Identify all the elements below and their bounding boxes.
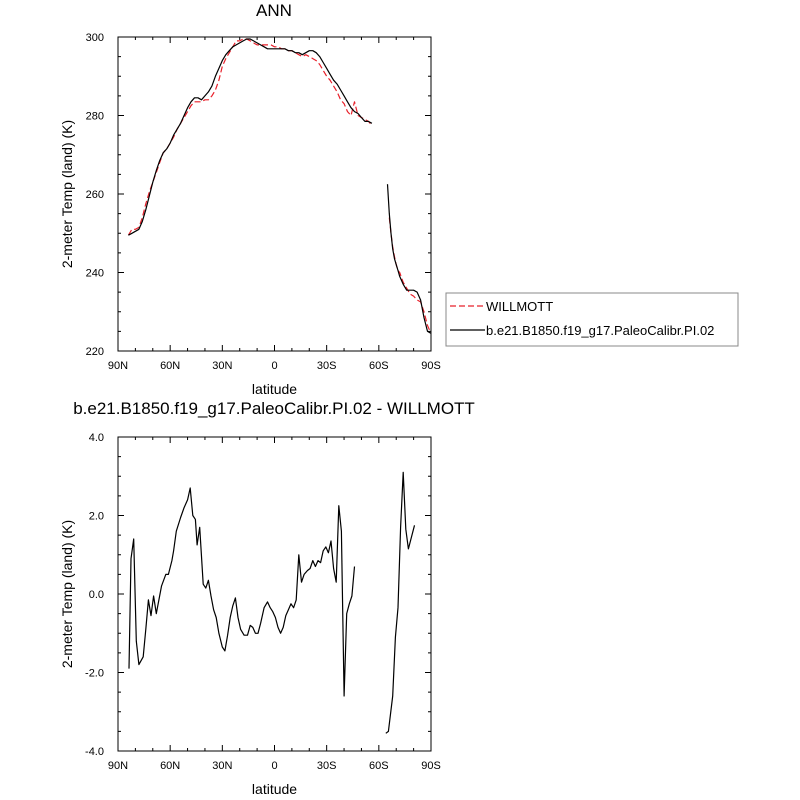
series-group: [127, 38, 432, 334]
legend: WILLMOTT b.e21.B1850.f19_g17.PaleoCalibr…: [445, 292, 739, 347]
temperature-panel: ANN 90N 60N 30N 0 30S 60S 90S 220240260280300 …: [59, 1, 739, 397]
series-line-0-segment-0: [127, 38, 373, 236]
chart-title: ANN: [256, 1, 292, 20]
y-axis-ticks: 220 240 260 280 300: [86, 32, 431, 358]
y-tick-label: 220: [86, 346, 104, 358]
x-tick-label: 90S: [421, 360, 441, 372]
x-tick-label: 60S: [369, 360, 389, 372]
x-tick-label: 0: [271, 760, 277, 772]
difference-panel: b.e21.B1850.f19_g17.PaleoCalibr.PI.02 - …: [59, 399, 475, 797]
x-tick-label: 60S: [369, 760, 389, 772]
x-tick-label: 30N: [212, 360, 232, 372]
legend-box: [445, 292, 739, 347]
y-tick-label: 260: [86, 189, 104, 201]
plot-frame: [117, 36, 432, 352]
series-line-0-segment-1: [388, 217, 432, 334]
x-tick-label: 90N: [108, 360, 128, 372]
legend-label-willmott: WILLMOTT: [486, 299, 553, 314]
chart-title: b.e21.B1850.f19_g17.PaleoCalibr.PI.02 - …: [73, 399, 475, 418]
series-line-0-segment-0: [128, 487, 356, 697]
x-axis-ticks: 90N 60N 30N 0 30S 60S 90S: [108, 437, 441, 772]
y-tick-label: 280: [86, 111, 104, 123]
plot-frame: [117, 436, 432, 752]
x-tick-label: 30S: [317, 360, 337, 372]
x-tick-label: 60N: [160, 760, 180, 772]
x-tick-label: 0: [271, 360, 277, 372]
x-tick-label: 30N: [212, 760, 232, 772]
x-tick-label: 90S: [421, 760, 441, 772]
x-tick-label: 90N: [108, 760, 128, 772]
legend-label-model: b.e21.B1850.f19_g17.PaleoCalibr.PI.02: [486, 323, 714, 338]
y-axis-label: 2-meter Temp (land) (K): [59, 120, 75, 268]
x-tick-label: 30S: [317, 760, 337, 772]
series-line-1-segment-1: [386, 184, 432, 334]
y-tick-label: 2.0: [89, 511, 104, 523]
y-tick-label: -2.0: [85, 668, 104, 680]
y-tick-label: 300: [86, 32, 104, 44]
y-axis-ticks: -4.0 -2.0 0.0 2.0 4.0: [85, 432, 431, 758]
series-line-1-segment-0: [128, 38, 373, 236]
y-axis-label: 2-meter Temp (land) (K): [59, 520, 75, 668]
series-line-0-segment-1: [385, 471, 416, 734]
x-tick-label: 60N: [160, 360, 180, 372]
y-tick-label: 4.0: [89, 432, 104, 444]
x-axis-label: latitude: [252, 381, 297, 397]
y-tick-label: -4.0: [85, 746, 104, 758]
x-axis-label: latitude: [252, 781, 297, 797]
y-tick-label: 240: [86, 268, 104, 280]
y-tick-label: 0.0: [89, 589, 104, 601]
series-group: [128, 471, 416, 734]
x-axis-ticks: 90N 60N 30N 0 30S 60S 90S: [108, 37, 441, 372]
